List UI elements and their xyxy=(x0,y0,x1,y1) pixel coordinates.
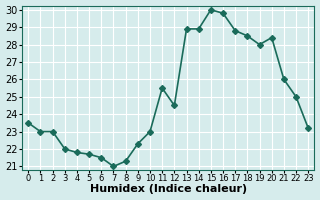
X-axis label: Humidex (Indice chaleur): Humidex (Indice chaleur) xyxy=(90,184,247,194)
